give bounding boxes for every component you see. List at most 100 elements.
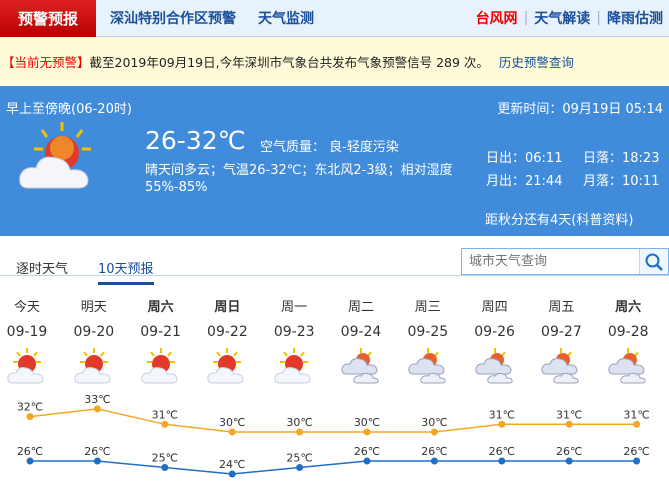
date-label: 09-21 [140,324,181,340]
low-temp-label: 26℃ [17,445,43,458]
date-label: 09-22 [207,324,248,340]
high-temp-point [363,428,371,436]
nav-warning-forecast[interactable]: 预警预报 [0,0,96,37]
high-temp-label: 30℃ [421,416,447,429]
update-time: 更新时间：09月19日 05:14 [497,102,663,117]
sunset: 日落：18:23 [583,151,660,166]
tab-10day[interactable]: 10天预报 [98,258,154,285]
divider: | [596,10,601,26]
low-temp-point [93,457,101,465]
nav-shenshan[interactable]: 深汕特别合作区预警 [110,11,236,27]
low-temp-point [498,457,506,465]
date-label: 09-26 [474,324,515,340]
nav-typhoon[interactable]: 台风网 [475,11,518,27]
high-temp-point [565,420,573,428]
cloudy-icon [474,348,513,384]
today-panel: 早上至傍晚(06-20时) 更新时间：09月19日 05:14 26-32℃ 空… [0,86,669,236]
date-label: 09-28 [607,324,649,340]
low-temp-point [26,457,34,465]
high-temp-point [430,428,438,436]
low-temp-point [228,470,236,478]
date-label: 09-25 [407,324,449,340]
high-temp-label: 30℃ [219,416,245,429]
date-label: 09-27 [541,324,582,340]
warning-text: 截至2019年09月19日,今年深圳市气象台共发布气象预警信号 289 次。 [89,54,489,70]
low-temp-point [363,457,371,465]
sunny-cloudy-icon [140,348,178,384]
day-label: 周六 [147,300,174,315]
nav-weather-analysis[interactable]: 天气解读 [534,11,591,27]
cloudy-icon [608,348,646,384]
day-label: 周三 [414,300,441,315]
city-search-input[interactable] [462,249,639,274]
top-nav: 预警预报 深汕特别合作区预警 天气监测 台风网 | 天气解读 | 降雨估测 [0,0,669,37]
low-temp-label: 26℃ [421,445,447,458]
high-temp-point [228,428,236,436]
low-temp-point [161,464,169,471]
low-temp-label: 26℃ [354,445,380,458]
low-temp-point [633,457,641,465]
date-label: 09-24 [340,324,382,340]
air-quality: 空气质量： 良-轻度污染 [260,140,399,155]
low-temp-point [296,464,304,471]
temperature-range: 26-32℃ [145,126,246,155]
low-temp-point [565,457,573,465]
city-search [461,248,669,275]
nav-weather-monitor[interactable]: 天气监测 [258,11,314,27]
day-label: 周四 [481,300,508,315]
day-label: 周五 [548,300,575,315]
search-button[interactable] [639,249,668,274]
high-temp-label: 31℃ [489,408,515,421]
sunny-cloudy-icon [19,122,91,189]
sunny-cloudy-icon [207,348,244,384]
search-icon [645,253,663,271]
high-temp-label: 30℃ [354,416,380,429]
low-temp-label: 26℃ [556,445,582,458]
high-temp-label: 32℃ [17,401,43,414]
cloudy-icon [408,348,446,384]
low-temp-label: 26℃ [84,445,110,458]
high-temp-point [26,413,34,421]
low-temp-label: 26℃ [489,445,515,458]
history-warning-link[interactable]: 历史预警查询 [498,54,574,70]
low-temp-label: 26℃ [623,445,649,458]
day-label: 周一 [281,300,308,315]
date-label: 09-19 [6,324,48,340]
high-temp-point [93,405,101,413]
temperature-chart: 32℃ 33℃ 31℃ 30℃ 30℃ 30℃ 30℃ 31℃ 31℃ 31℃ 26℃ 26℃ 25℃ 2… [17,393,650,478]
date-label: 09-23 [273,324,315,340]
high-temp-point [633,420,641,428]
period: 早上至傍晚(06-20时) [6,102,132,117]
day-label: 周六 [615,300,642,315]
high-temp-point [161,420,169,428]
cloudy-icon [541,348,580,384]
high-temp-point [498,420,506,428]
sunny-cloudy-icon [74,348,111,384]
day-label: 周二 [347,300,374,315]
low-temp-label: 24℃ [219,458,245,471]
forecast-tabs: 逐时天气 10天预报 [0,248,669,285]
tab-hourly[interactable]: 逐时天气 [16,262,69,277]
high-temp-label: 33℃ [84,393,110,406]
high-temp-label: 31℃ [152,408,178,421]
sunrise: 日出：06:11 [486,151,563,166]
low-temp-label: 25℃ [286,452,312,465]
sunny-cloudy-icon [7,348,44,384]
warning-bar: 【当前无预警】 截至2019年09月19日,今年深圳市气象台共发布气象预警信号 … [0,37,669,85]
nav-rain-estimate[interactable]: 降雨估测 [607,11,663,27]
date-label: 09-20 [73,324,115,340]
cloudy-icon [341,348,379,384]
moonrise: 月出：21:44 [486,174,563,189]
low-temp-line [30,460,637,475]
solar-term-countdown[interactable]: 距秋分还有4天(科普资料) [485,213,634,228]
day-label: 今天 [13,300,40,315]
low-temp-label: 25℃ [152,452,178,465]
weather-description: 晴天间多云；气温26-32℃；东北风2-3级；相对湿度55%-85% [145,163,453,195]
high-temp-line [29,408,637,433]
high-temp-label: 31℃ [556,408,582,421]
low-temp-point [430,457,438,465]
moonset: 月落：10:11 [583,174,660,189]
day-label: 周日 [214,300,241,315]
high-temp-label: 30℃ [286,416,312,429]
high-temp-label: 31℃ [623,408,649,421]
